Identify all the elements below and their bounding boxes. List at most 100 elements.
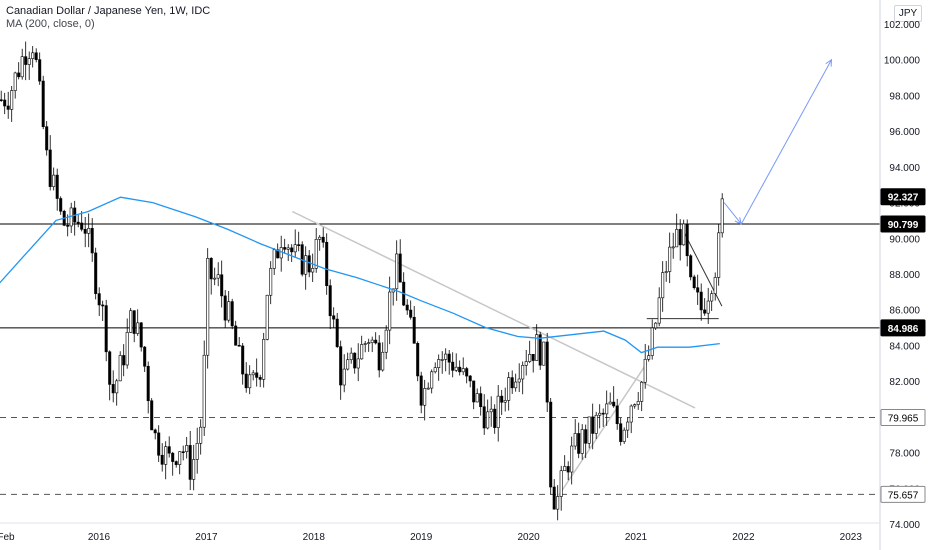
- candle-body: [129, 310, 133, 333]
- candle-body: [160, 454, 164, 465]
- candle-body: [171, 452, 175, 462]
- candle-body: [608, 401, 612, 405]
- candle-body: [626, 421, 630, 431]
- candle-body: [587, 416, 591, 444]
- candle-body: [360, 344, 364, 360]
- candle-body: [55, 174, 59, 199]
- candle-body: [199, 426, 203, 444]
- candle-body: [430, 371, 434, 389]
- candle-body: [654, 322, 658, 329]
- candle-body: [482, 406, 486, 429]
- candle-body: [363, 343, 367, 345]
- candle-body: [307, 255, 311, 273]
- candle-body: [346, 359, 350, 370]
- candle-body: [643, 358, 647, 383]
- candle-body: [353, 352, 357, 369]
- candle-body: [647, 355, 651, 360]
- candle-body: [458, 366, 462, 373]
- candle-body: [181, 451, 185, 453]
- price-label: 90.799: [888, 220, 919, 231]
- candle-body: [356, 358, 360, 369]
- trendline: [558, 362, 648, 496]
- candle-body: [251, 372, 255, 376]
- candle-body: [615, 405, 619, 425]
- y-tick-label: 96.000: [889, 127, 920, 138]
- candle-body: [311, 268, 315, 273]
- x-tick-label: 2022: [732, 532, 755, 543]
- candle-body: [664, 271, 668, 273]
- candle-body: [227, 301, 231, 321]
- candle-body: [349, 352, 353, 361]
- candle-body: [94, 252, 98, 294]
- candle-body: [272, 249, 276, 269]
- candle-body: [395, 253, 399, 290]
- y-tick-label: 90.000: [889, 234, 920, 245]
- y-tick-label: 88.000: [889, 270, 920, 281]
- candle-body: [321, 236, 325, 243]
- candle-body: [293, 244, 297, 253]
- candle-body: [283, 247, 287, 250]
- candle-body: [111, 384, 115, 394]
- price-label: 75.657: [888, 490, 919, 501]
- candle-body: [668, 246, 672, 272]
- candle-body: [10, 90, 14, 110]
- candle-body: [447, 353, 451, 363]
- arrow-head-down: [734, 217, 742, 225]
- price-label: 79.965: [888, 413, 919, 424]
- candle-body: [657, 297, 661, 324]
- candle-body: [461, 368, 465, 373]
- candle-body: [108, 351, 112, 385]
- price-label-box: [880, 188, 926, 206]
- candle-body: [314, 239, 318, 269]
- candle-body: [0, 99, 3, 102]
- candle-body: [24, 56, 28, 65]
- candle-body: [318, 236, 322, 240]
- candle-body: [514, 381, 518, 389]
- y-tick-label: 94.000: [889, 163, 920, 174]
- candle-body: [584, 429, 588, 444]
- candle-body: [566, 466, 570, 473]
- candle-body: [412, 316, 416, 344]
- symbol-title: Canadian Dollar / Japanese Yen, 1W, IDC: [6, 5, 211, 17]
- candle-body: [17, 72, 21, 78]
- candle-body: [377, 342, 381, 371]
- candle-body: [125, 332, 129, 366]
- candle-body: [76, 221, 80, 224]
- candle-body: [209, 258, 213, 280]
- candle-body: [661, 272, 665, 299]
- candle-body: [262, 339, 266, 380]
- x-tick-label: Feb: [0, 532, 15, 543]
- candle-body: [248, 374, 252, 389]
- projection-arrow: [723, 59, 832, 225]
- candle-body: [146, 365, 150, 402]
- candle-body: [559, 470, 563, 497]
- candle-body: [237, 344, 241, 347]
- candle-body: [605, 403, 609, 415]
- price-label-box: [880, 408, 926, 426]
- y-tick-label: 78.000: [889, 449, 920, 460]
- candle-body: [83, 228, 87, 234]
- candle-body: [531, 354, 535, 361]
- candle-body: [563, 466, 567, 472]
- candle-body: [304, 255, 308, 275]
- candle-body: [678, 229, 682, 246]
- candle-body: [104, 305, 108, 353]
- indicator-label[interactable]: MA (200, close, 0): [6, 18, 95, 30]
- candle-body: [528, 354, 532, 362]
- candle-body: [290, 247, 294, 253]
- chart-header: Canadian Dollar / Japanese Yen, 1W, IDC …: [6, 5, 210, 31]
- candle-body: [41, 80, 45, 127]
- currency-unit-button[interactable]: JPY: [894, 5, 922, 22]
- x-tick-label: 2023: [840, 532, 863, 543]
- candle-body: [486, 411, 490, 429]
- candle-body: [13, 72, 17, 91]
- candle-body: [489, 408, 493, 413]
- candle-body: [416, 343, 420, 377]
- x-tick-label: 2018: [303, 532, 326, 543]
- candle-body: [545, 341, 549, 403]
- candle-body: [510, 377, 514, 389]
- candle-body: [619, 423, 623, 442]
- candle-body: [258, 377, 262, 380]
- candle-body: [332, 315, 336, 320]
